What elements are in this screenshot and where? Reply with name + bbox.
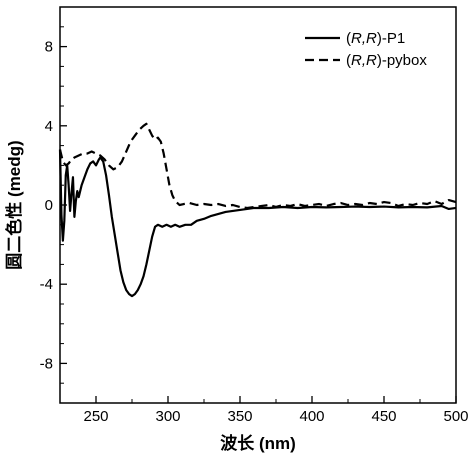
y-tick-label: -4 [40, 276, 53, 293]
y-tick-label: 0 [45, 197, 53, 214]
legend: (R,R)-P1 (R,R)-pybox [305, 30, 427, 69]
axis-ticks [59, 6, 457, 404]
x-tick-label: 300 [155, 408, 180, 425]
x-tick-label: 250 [83, 408, 108, 425]
x-axis-title: 波长 (nm) [220, 433, 296, 453]
x-tick-label: 500 [443, 408, 468, 425]
y-axis-title: 圆二色性 (medg) [4, 140, 24, 269]
legend-label-p1: (R,R)-P1 [346, 30, 405, 47]
x-tick-label: 450 [371, 408, 396, 425]
x-tick-label: 400 [299, 408, 324, 425]
x-tick-label: 350 [227, 408, 252, 425]
series-line-p1 [58, 149, 457, 298]
y-tick-label: 4 [45, 118, 53, 135]
series-lines [58, 122, 457, 298]
y-tick-label: -8 [40, 355, 53, 372]
y-tick-label: 8 [45, 39, 53, 56]
series-line-pybox [58, 122, 457, 210]
legend-label-pybox: (R,R)-pybox [346, 52, 427, 69]
axis-tick-labels: 250 300 350 400 450 500 -8 -4 0 4 8 [40, 39, 469, 425]
